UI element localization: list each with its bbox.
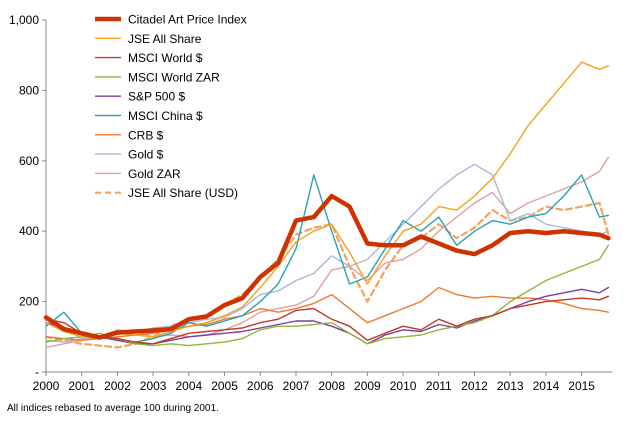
y-tick-label: 800 xyxy=(19,83,39,97)
x-tick-label: 2000 xyxy=(33,379,60,393)
y-tick-label: - xyxy=(35,365,39,379)
legend-label-9: JSE All Share (USD) xyxy=(128,186,238,200)
x-tick-label: 2010 xyxy=(390,379,417,393)
x-tick-label: 2013 xyxy=(497,379,524,393)
x-tick-label: 2011 xyxy=(426,379,452,393)
legend-label-0: Citadel Art Price Index xyxy=(128,13,247,27)
legend-label-2: MSCI World $ xyxy=(128,51,203,65)
x-tick-label: 2015 xyxy=(568,379,595,393)
x-tick-label: 2012 xyxy=(461,379,488,393)
footnote: All indices rebased to average 100 durin… xyxy=(7,403,219,414)
series-line-3 xyxy=(45,244,610,347)
legend-label-8: Gold ZAR xyxy=(128,167,181,181)
series-line-1 xyxy=(45,61,610,340)
series-line-6 xyxy=(45,286,610,341)
axes: - 200 400 600 800 1,000 2000 2001 2002 2003 2004 20… xyxy=(9,13,612,393)
x-tick-label: 2014 xyxy=(533,379,560,393)
series-line-9 xyxy=(44,201,610,349)
legend-label-6: CRB $ xyxy=(128,128,164,142)
series-line-5 xyxy=(45,174,610,343)
x-tick-label: 2003 xyxy=(140,379,167,393)
x-tick-label: 2001 xyxy=(68,379,95,393)
series-line-0 xyxy=(43,193,611,340)
y-tick-label: 400 xyxy=(19,224,39,238)
legend-label-1: JSE All Share xyxy=(128,32,202,46)
y-tick-label: 1,000 xyxy=(9,13,39,27)
x-tick-label: 2009 xyxy=(354,379,381,393)
legend-label-3: MSCI World ZAR xyxy=(128,70,220,84)
x-tick-label: 2007 xyxy=(283,379,310,393)
legend: Citadel Art Price Index JSE All Share MSCI… xyxy=(95,13,247,200)
x-tick-label: 2004 xyxy=(175,379,202,393)
y-tick-label: 600 xyxy=(19,154,39,168)
x-tick-label: 2008 xyxy=(318,379,345,393)
series-line-2 xyxy=(45,295,610,345)
series-layer xyxy=(43,61,611,349)
x-tick-label: 2002 xyxy=(104,379,131,393)
x-tick-label: 2005 xyxy=(211,379,238,393)
y-tick-label: 200 xyxy=(19,295,39,309)
x-tick-label: 2006 xyxy=(247,379,274,393)
legend-label-4: S&P 500 $ xyxy=(128,90,185,104)
legend-label-5: MSCI China $ xyxy=(128,109,203,123)
legend-label-7: Gold $ xyxy=(128,148,164,162)
